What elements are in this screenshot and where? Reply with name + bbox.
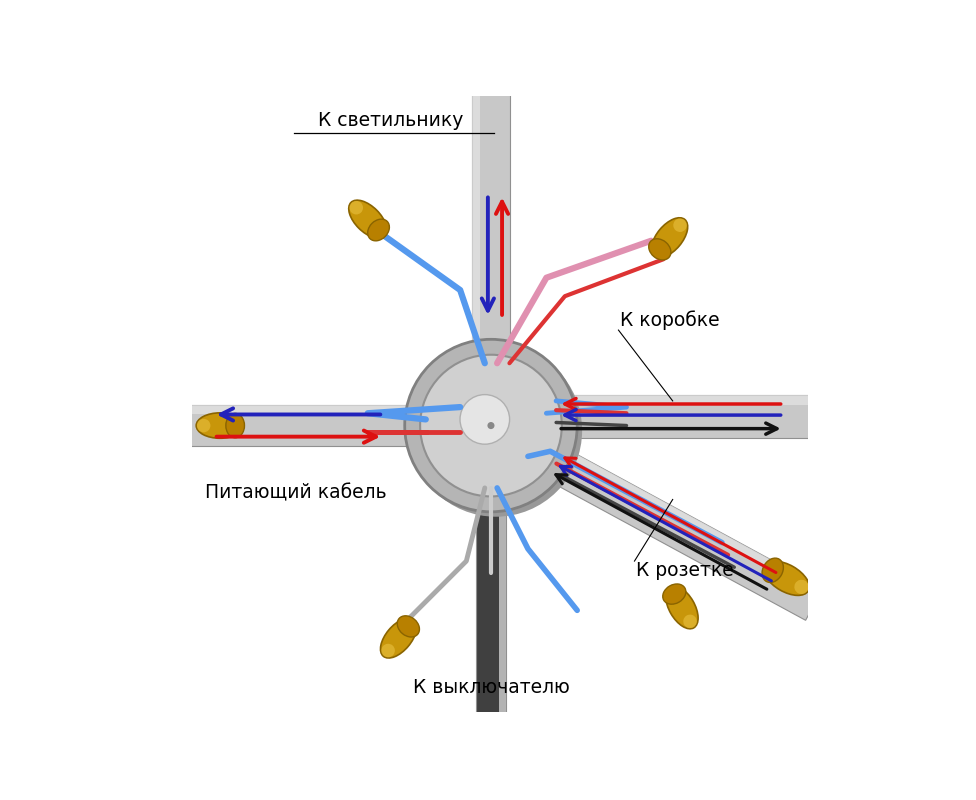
- Text: Питающий кабель: Питающий кабель: [205, 484, 386, 503]
- Polygon shape: [180, 405, 426, 414]
- Ellipse shape: [225, 414, 244, 438]
- Ellipse shape: [197, 418, 211, 432]
- Polygon shape: [471, 84, 510, 360]
- Polygon shape: [500, 490, 507, 724]
- Ellipse shape: [382, 644, 395, 658]
- Polygon shape: [556, 395, 821, 438]
- Polygon shape: [180, 405, 426, 446]
- Ellipse shape: [349, 201, 363, 214]
- Ellipse shape: [673, 218, 687, 232]
- Ellipse shape: [368, 219, 389, 241]
- Polygon shape: [475, 490, 507, 724]
- Ellipse shape: [762, 558, 784, 582]
- Text: К светильнику: К светильнику: [318, 111, 464, 130]
- Polygon shape: [471, 84, 480, 360]
- Circle shape: [460, 394, 509, 444]
- Ellipse shape: [794, 580, 809, 594]
- Ellipse shape: [196, 413, 244, 438]
- Polygon shape: [556, 395, 821, 405]
- Ellipse shape: [666, 586, 698, 629]
- Ellipse shape: [381, 618, 417, 658]
- Ellipse shape: [764, 562, 809, 595]
- Ellipse shape: [683, 614, 697, 628]
- Ellipse shape: [348, 200, 386, 238]
- Circle shape: [420, 354, 562, 496]
- Circle shape: [487, 422, 495, 429]
- Ellipse shape: [397, 616, 420, 637]
- Circle shape: [410, 344, 582, 517]
- Ellipse shape: [652, 218, 688, 258]
- Text: К выключателю: К выключателю: [413, 678, 569, 697]
- Ellipse shape: [663, 584, 686, 604]
- Polygon shape: [536, 442, 823, 620]
- Text: К розетке: К розетке: [635, 561, 734, 580]
- Circle shape: [405, 339, 577, 512]
- Ellipse shape: [649, 238, 671, 260]
- Text: К коробке: К коробке: [621, 310, 720, 330]
- Polygon shape: [549, 442, 823, 595]
